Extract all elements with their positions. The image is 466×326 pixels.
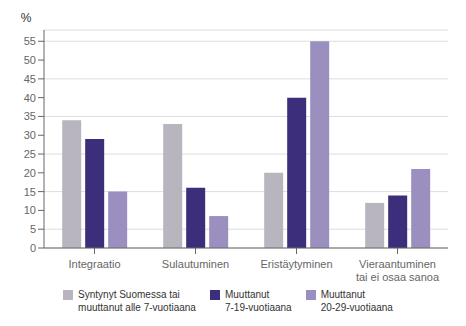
- html-text:Muuttanut 7-19-vuotiaana: Muuttanut 7-19-vuotiaana: [224, 289, 292, 313]
- svg-text:%: %: [21, 11, 32, 25]
- svg-text:55: 55: [24, 35, 36, 47]
- svg-text:Eristäytyminen: Eristäytyminen: [260, 258, 332, 270]
- svg-text:45: 45: [24, 73, 36, 85]
- svg-text:Sulautuminen: Sulautuminen: [162, 258, 229, 270]
- svg-text:10: 10: [24, 204, 36, 216]
- svg-text:40: 40: [24, 92, 36, 104]
- svg-text:5: 5: [30, 223, 36, 235]
- svg-text:50: 50: [24, 54, 36, 66]
- svg-text:30: 30: [24, 129, 36, 141]
- svg-text:15: 15: [24, 186, 36, 198]
- svg-text:0: 0: [30, 242, 36, 254]
- html-text:Syntynyt Suomessa tai muuttanu: Syntynyt Suomessa tai muuttanut alle 7-v…: [78, 289, 196, 313]
- svg-text:20: 20: [24, 167, 36, 179]
- svg-text:Vieraantuminentai ei osaa sano: Vieraantuminentai ei osaa sanoa: [356, 258, 440, 283]
- svg-text:35: 35: [24, 110, 36, 122]
- svg-text:Integraatio: Integraatio: [69, 258, 121, 270]
- svg-text:25: 25: [24, 148, 36, 160]
- html-text:Muuttanut 20-29-vuotiaana: Muuttanut 20-29-vuotiaana: [320, 289, 393, 313]
